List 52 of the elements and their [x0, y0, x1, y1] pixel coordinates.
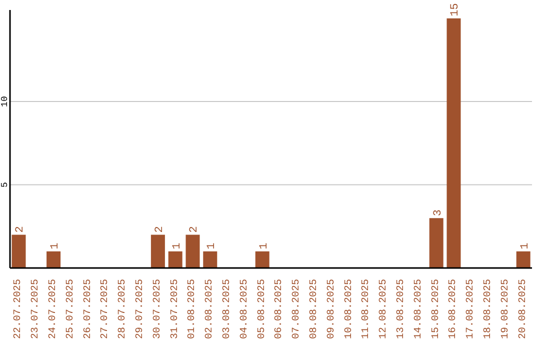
- x-tick-label: 26.07.2025: [82, 279, 94, 340]
- bar: [168, 251, 182, 268]
- data-label: 1: [171, 242, 184, 250]
- x-tick-label: 07.08.2025: [292, 279, 303, 340]
- bar: [46, 251, 61, 268]
- x-tick-label: 02.08.2025: [204, 279, 216, 340]
- x-tick-label: 23.07.2025: [30, 279, 42, 340]
- x-tick-label: 12.08.2025: [378, 279, 390, 340]
- bar: [446, 18, 461, 268]
- bar: [12, 234, 26, 268]
- x-tick-label: 06.08.2025: [274, 279, 286, 340]
- x-tick-label: 31.07.2025: [170, 279, 181, 340]
- x-tick-label: 27.07.2025: [100, 279, 112, 340]
- bar: [255, 251, 270, 268]
- data-label: 2: [188, 226, 201, 233]
- x-tick-label: 16.08.2025: [448, 279, 460, 340]
- x-tick-label: 04.08.2025: [239, 279, 250, 340]
- x-tick-label: 05.08.2025: [256, 279, 268, 340]
- data-label: 1: [50, 242, 62, 250]
- data-label: 1: [519, 242, 532, 250]
- x-tick-label: 28.07.2025: [118, 279, 129, 340]
- x-tick-label: 30.07.2025: [152, 279, 164, 340]
- bar: [516, 251, 530, 268]
- x-tick-label: 09.08.2025: [326, 279, 338, 340]
- x-tick-label: 19.08.2025: [500, 279, 512, 340]
- x-tick-label: 18.08.2025: [483, 279, 494, 340]
- x-tick-label: 01.08.2025: [187, 279, 198, 340]
- x-tick-label: 25.07.2025: [65, 279, 76, 340]
- bar: [429, 218, 444, 268]
- data-label: 2: [14, 226, 27, 233]
- bar: [203, 251, 218, 268]
- data-label: 2: [154, 226, 166, 233]
- x-tick-label: 29.07.2025: [135, 279, 146, 340]
- x-tick-label: 10.08.2025: [344, 279, 355, 340]
- x-tick-label: 13.08.2025: [396, 279, 407, 340]
- x-tick-label: 08.08.2025: [309, 279, 320, 340]
- y-tick-label: 5: [0, 182, 10, 188]
- x-tick-label: 15.08.2025: [430, 279, 442, 340]
- x-tick-label: 14.08.2025: [413, 279, 424, 340]
- x-tick-label: 24.07.2025: [48, 279, 59, 340]
- x-tick-label: 11.08.2025: [361, 279, 372, 340]
- bar: [150, 234, 165, 268]
- x-tick-label: 20.08.2025: [518, 279, 529, 340]
- data-label: 3: [432, 209, 444, 216]
- data-label: 1: [206, 242, 218, 250]
- y-tick-label: 10: [0, 96, 10, 107]
- x-tick-label: 17.08.2025: [466, 279, 477, 340]
- x-tick-label: 22.07.2025: [13, 279, 24, 340]
- data-label: 1: [258, 242, 270, 250]
- x-tick-label: 03.08.2025: [222, 279, 233, 340]
- data-label: 15: [450, 3, 462, 16]
- bar: [186, 234, 200, 268]
